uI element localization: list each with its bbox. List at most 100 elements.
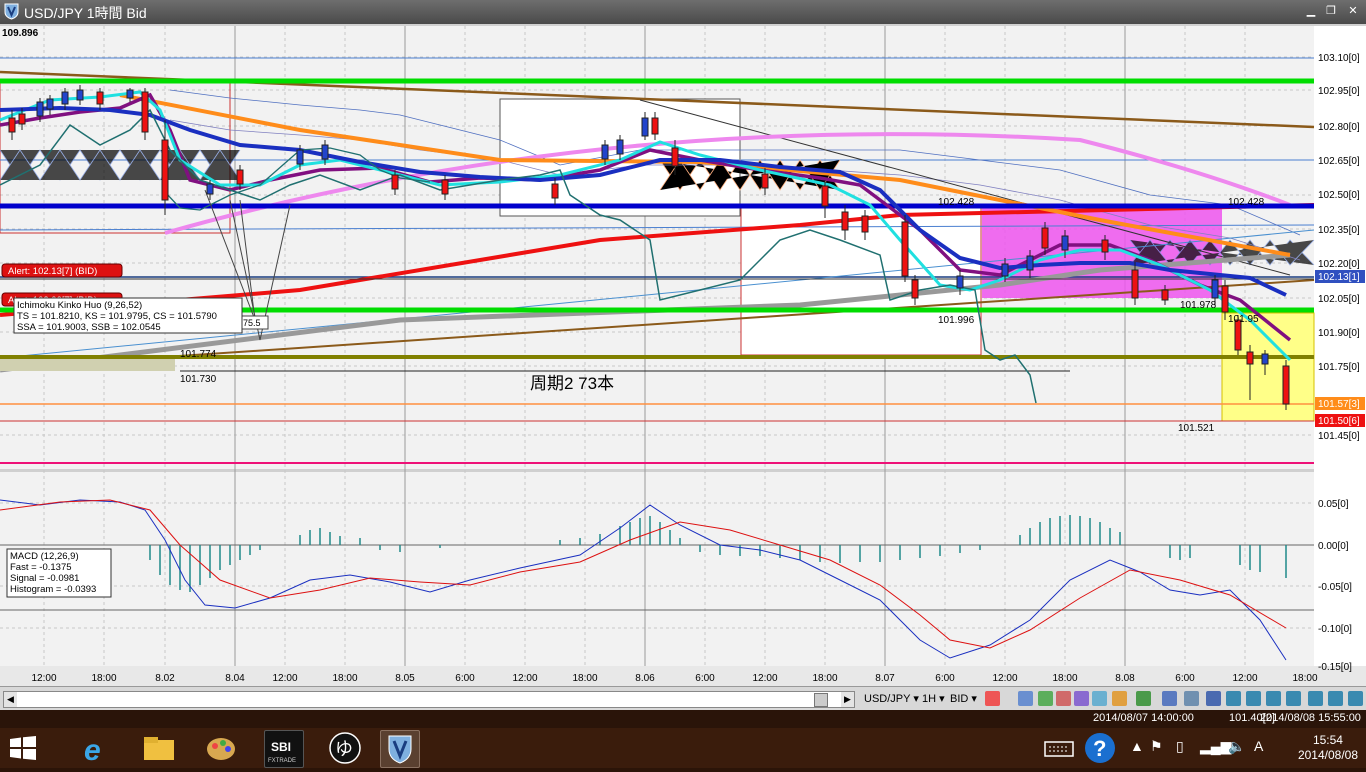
status-price: 101.40[2] — [1229, 712, 1275, 724]
fit-icon[interactable] — [1206, 691, 1221, 706]
cursor-icon[interactable] — [1136, 691, 1151, 706]
print-icon[interactable] — [1328, 691, 1343, 706]
minimize-button[interactable]: ▁ — [1306, 5, 1316, 17]
scroll-end-icon[interactable] — [1226, 691, 1241, 706]
time-label-19: 6:00 — [1175, 673, 1195, 684]
time-label-17: 18:00 — [1052, 673, 1077, 684]
macd-label-4: -0.15[0] — [1318, 662, 1352, 673]
save-icon[interactable] — [1348, 691, 1363, 706]
alert-text-1: Alert: 102.13[7] (BID) — [8, 266, 97, 277]
alert-tag-1[interactable] — [1, 263, 123, 278]
arrow-icon[interactable] — [1246, 691, 1261, 706]
app-shield-icon — [4, 3, 19, 20]
annot-101521: 101.521 — [1178, 423, 1215, 434]
macd-signal-line — [0, 499, 1287, 649]
ichimoku-info-box — [13, 297, 243, 334]
window-title: USD/JPY 1時間 Bid — [24, 5, 147, 21]
ime-indicator[interactable]: A — [1254, 738, 1264, 754]
time-label-7: 6:00 — [455, 673, 475, 684]
time-label-14: 8.07 — [875, 673, 895, 684]
macd-title: MACD (12,26,9) — [10, 551, 79, 562]
time-label-15: 6:00 — [935, 673, 955, 684]
yu-app-icon[interactable]: ゆ — [326, 730, 364, 766]
line-chart-icon[interactable] — [1074, 691, 1089, 706]
keyboard-icon[interactable] — [1042, 730, 1076, 766]
svg-text:e: e — [84, 734, 101, 766]
macd-pane[interactable] — [0, 472, 1314, 666]
macd-histogram — [149, 515, 1287, 592]
trading-app-icon[interactable] — [380, 730, 420, 768]
file-explorer-icon[interactable] — [140, 730, 178, 766]
taskbar-clock[interactable]: 15:54 2014/08/08 — [1298, 733, 1358, 763]
status-from: 2014/08/07 14:00:00 — [1093, 712, 1194, 724]
macd-histogram-value: Histogram = -0.0393 — [10, 584, 96, 595]
macd-fast: Fast = -0.1375 — [10, 562, 72, 573]
time-label-10: 8.06 — [635, 673, 655, 684]
svg-text:SBI: SBI — [271, 740, 291, 754]
volume-icon[interactable]: 🔈 — [1228, 738, 1246, 754]
tray-expand-icon[interactable]: ▲ — [1130, 738, 1144, 754]
battery-icon[interactable]: ▯ — [1176, 738, 1184, 754]
macd-info-box — [6, 548, 112, 598]
settings-icon[interactable] — [1308, 691, 1323, 706]
network-icon[interactable]: ▂▄▆ — [1200, 738, 1232, 754]
time-label-16: 12:00 — [992, 673, 1017, 684]
price-label-10: 101.45[0] — [1318, 431, 1360, 442]
ichimoku-title: Ichimoku Kinko Huo (9,26,52) — [17, 300, 142, 311]
restore-button[interactable]: ❐ — [1326, 5, 1336, 17]
svg-text:ゆ: ゆ — [335, 739, 353, 759]
paint-app-icon[interactable] — [202, 730, 240, 766]
sbi-fxtrade-icon[interactable]: SBI FXTRADE — [264, 730, 304, 768]
scroll-left-icon[interactable]: ◀ — [4, 692, 17, 707]
price-axis — [1314, 26, 1366, 666]
macd-fast-line — [0, 499, 1287, 661]
scroll-thumb[interactable] — [814, 693, 828, 707]
time-label-13: 18:00 — [812, 673, 837, 684]
order-icon[interactable] — [985, 691, 1000, 706]
price-label-8: 101.90[0] — [1318, 328, 1360, 339]
windows-start-icon[interactable] — [10, 736, 36, 760]
ie-browser-icon[interactable]: e — [76, 730, 114, 767]
chart-area[interactable]: 109.896 102.428 102.428 101.996 101.978 … — [0, 24, 1366, 686]
scroll-right-icon[interactable]: ▶ — [841, 692, 854, 707]
horizontal-scrollbar[interactable]: ◀ ▶ — [3, 691, 855, 708]
bar-chart-icon[interactable] — [1056, 691, 1071, 706]
symbol-select[interactable]: USD/JPY ▾ — [864, 693, 919, 705]
macd-label-0: 0.05[0] — [1318, 499, 1349, 510]
time-label-20: 12:00 — [1232, 673, 1257, 684]
flag-icon[interactable]: ⚑ — [1150, 738, 1163, 754]
price-label-7: 102.05[0] — [1318, 294, 1360, 305]
time-label-4: 12:00 — [272, 673, 297, 684]
macd-signal: Signal = -0.0981 — [10, 573, 79, 584]
text-tool-icon[interactable] — [1266, 691, 1281, 706]
price-tag-red: 101.50[6] — [1318, 416, 1360, 427]
price-label-5: 102.35[0] — [1318, 225, 1360, 236]
macd-label-1: 0.00[0] — [1318, 541, 1349, 552]
time-label-3: 8.04 — [225, 673, 245, 684]
close-button[interactable]: ✕ — [1348, 5, 1358, 17]
time-label-2: 8.02 — [155, 673, 175, 684]
price-label-0: 103.10[0] — [1318, 53, 1360, 64]
crosshair-icon[interactable] — [1162, 691, 1177, 706]
status-bar: 2014/08/07 14:00:00 101.40[2] 2014/08/08… — [0, 710, 1366, 728]
price-label-6: 102.20[0] — [1318, 259, 1360, 270]
chart-toolbar: ◀ ▶ USD/JPY ▾ 1H ▾ BID ▾ — [0, 686, 1366, 711]
indicator-icon[interactable] — [1092, 691, 1107, 706]
drawing-icon[interactable] — [1112, 691, 1127, 706]
time-label-21: 18:00 — [1292, 673, 1317, 684]
time-label-5: 18:00 — [332, 673, 357, 684]
chart-type-icon[interactable] — [1018, 691, 1033, 706]
price-tag-orange: 101.57[3] — [1318, 399, 1360, 410]
time-label-18: 8.08 — [1115, 673, 1135, 684]
annot-755: 75.5 — [243, 318, 261, 328]
annot-101774: 101.774 — [180, 349, 217, 360]
candle-icon[interactable] — [1038, 691, 1053, 706]
help-icon[interactable]: ? — [1082, 730, 1118, 766]
timeframe-select[interactable]: 1H ▾ — [922, 693, 945, 705]
time-label-0: 12:00 — [31, 673, 56, 684]
magnify-icon[interactable] — [1286, 691, 1301, 706]
annot-10195: 101.95 — [1228, 314, 1259, 325]
side-select[interactable]: BID ▾ — [950, 693, 977, 705]
zoom-icon[interactable] — [1184, 691, 1199, 706]
time-label-12: 12:00 — [752, 673, 777, 684]
